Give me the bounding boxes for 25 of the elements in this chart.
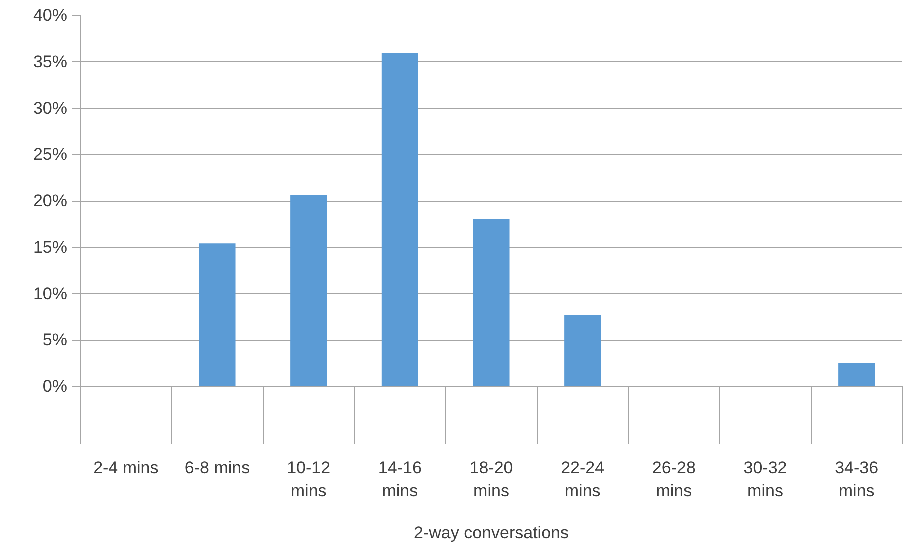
y-tick-label: 15% <box>33 238 68 257</box>
y-tick-label: 10% <box>33 284 68 304</box>
x-tick-label: 18-20 mins <box>470 458 514 500</box>
y-tick-label: 30% <box>33 98 68 118</box>
x-tick-label: 26-28 mins <box>652 458 696 500</box>
y-tick-label: 40% <box>33 6 68 25</box>
x-axis-title: 2-way conversations <box>414 523 569 542</box>
x-tick-label: 6-8 mins <box>184 458 250 478</box>
bar <box>290 195 328 386</box>
y-tick-label: 0% <box>42 377 68 396</box>
y-tick-label: 20% <box>33 192 68 210</box>
bar <box>838 363 876 386</box>
x-tick-label: 2-4 mins <box>94 458 159 478</box>
x-tick-label: 30-32 mins <box>744 458 788 500</box>
bar <box>473 220 510 386</box>
y-tick-label: 35% <box>33 52 68 72</box>
x-tick-label: 34-36 mins <box>835 458 879 500</box>
x-tick-label: 22-24 mins <box>561 458 605 500</box>
x-tick-label: 14-16 mins <box>378 458 422 500</box>
bar <box>564 315 602 386</box>
x-tick-label: 10-12 mins <box>287 458 331 500</box>
y-tick-label: 25% <box>33 145 68 164</box>
bar <box>199 244 236 386</box>
bar <box>382 54 418 386</box>
y-tick-label: 5% <box>42 330 68 350</box>
